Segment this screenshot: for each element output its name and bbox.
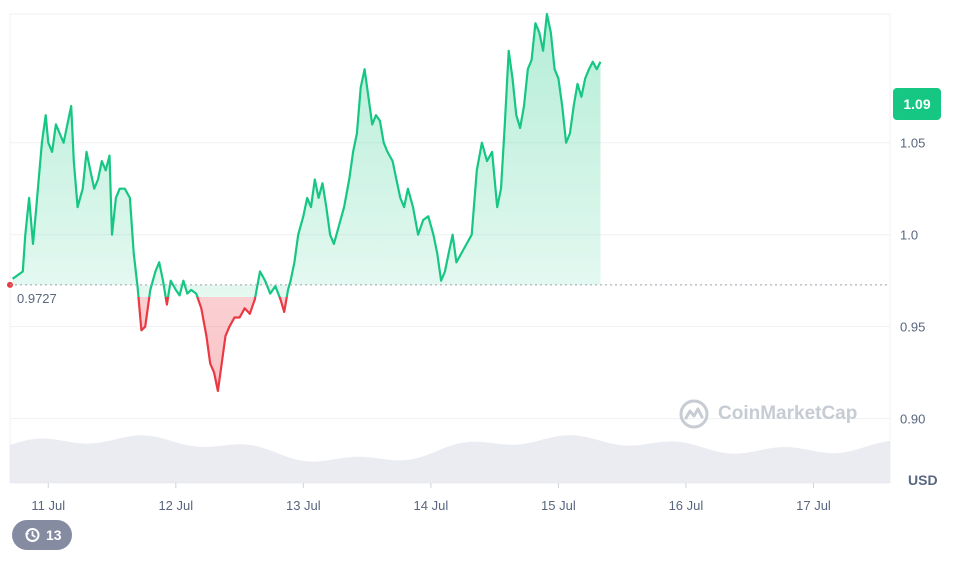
unit-label: USD (908, 472, 938, 488)
price-area-down (138, 297, 287, 391)
watermark-text: CoinMarketCap (718, 403, 858, 424)
x-axis-ticks: 11 Jul 12 Jul 13 Jul 14 Jul 15 Jul 16 Jul 17 J… (31, 483, 831, 513)
y-tick-label: 0.90 (900, 412, 925, 427)
y-tick-label: 0.95 (900, 320, 925, 335)
baseline-price-label: 0.9727 (12, 289, 63, 308)
y-tick-label: 1.05 (900, 136, 925, 151)
price-area-up (12, 14, 601, 297)
x-tick-label: 17 Jul (796, 498, 831, 513)
x-tick-label: 15 Jul (541, 498, 576, 513)
coinmarketcap-logo-icon (679, 399, 709, 429)
current-price-tag: 1.09 (893, 88, 941, 120)
x-tick-label: 14 Jul (414, 498, 449, 513)
history-icon (25, 528, 40, 542)
volume-area (10, 435, 890, 483)
volume-bars (10, 435, 890, 483)
x-tick-label: 11 Jul (31, 498, 65, 513)
y-axis-ticks: 1.05 1.0 0.95 0.90 (900, 136, 925, 427)
x-tick-label: 12 Jul (158, 498, 193, 513)
x-tick-label: 16 Jul (669, 498, 704, 513)
y-tick-label: 1.0 (900, 228, 918, 243)
price-series (7, 12, 602, 393)
x-tick-label: 13 Jul (286, 498, 321, 513)
history-count: 13 (46, 527, 62, 543)
history-badge[interactable]: 13 (12, 520, 72, 550)
price-line-up (11, 12, 602, 297)
coinmarketcap-watermark: CoinMarketCap (678, 398, 857, 430)
